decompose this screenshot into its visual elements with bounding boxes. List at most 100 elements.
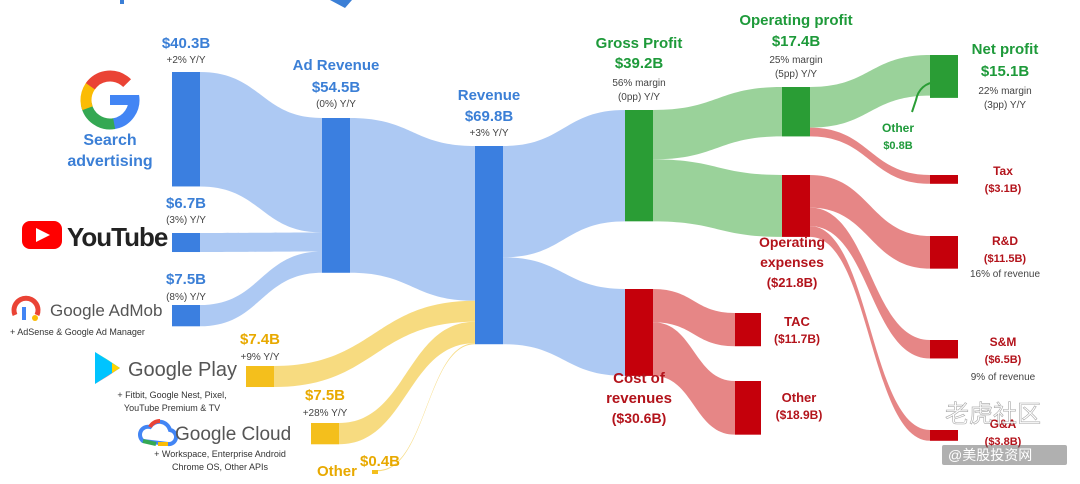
admob-wordmark: Google AdMob [50, 301, 162, 320]
cloud-icon [138, 419, 179, 447]
youtube-yoy-label: (3%) Y/Y [166, 215, 206, 226]
watermark-logo-icon [908, 398, 938, 428]
ad-revenue-value-label: $54.5B [312, 79, 361, 96]
other-income-connector [911, 81, 939, 113]
rnd-name-label: R&D [992, 234, 1018, 248]
net-profit-yoy-label: (3pp) Y/Y [984, 100, 1026, 111]
admob-sublabel: + AdSense & Google Ad Manager [10, 327, 145, 337]
flow-revenue-to-gross_profit [503, 110, 625, 258]
node-bar-cloud [311, 423, 339, 445]
net-profit-margin-label: 22% margin [978, 86, 1031, 97]
admob-icon [11, 295, 41, 321]
flow-gross_profit-to-operating_profit [653, 87, 782, 160]
watermark: 老虎社区 @美股投资网 [908, 398, 1067, 465]
tax-value-label: ($3.1B) [985, 183, 1022, 195]
operating-profit-value-label: $17.4B [772, 33, 821, 50]
youtube-value-label: $6.7B [166, 195, 206, 212]
cloud-value-label: $7.5B [305, 387, 345, 404]
node-bar-revenue [475, 146, 503, 345]
flow-ad_revenue-to-revenue [350, 118, 475, 301]
watermark-subtext: @美股投资网 [948, 447, 1032, 463]
operating-profit-name-label: Operating profit [739, 12, 852, 29]
flow-cost_of_revenues-to-other_cost [653, 322, 735, 435]
watermark-text: 老虎社区 [945, 401, 1041, 428]
node-bar-cost_of_revenues [625, 289, 653, 376]
node-bar-gross_profit [625, 110, 653, 222]
admob-yoy-label: (8%) Y/Y [166, 292, 206, 303]
snm-value-label: ($6.5B) [985, 354, 1022, 366]
cost-of-revenues-value-label: ($30.6B) [612, 410, 666, 426]
flow-revenue-to-cost_of_revenues [503, 257, 625, 376]
node-bar-youtube [172, 233, 200, 253]
youtube-logo: YouTube [22, 221, 169, 252]
node-bar-admob [172, 305, 200, 327]
play-sublabel-line2: YouTube Premium & TV [124, 403, 220, 413]
play-wordmark: Google Play [128, 359, 237, 381]
cost-of-revenues-label-line2: revenues [606, 390, 672, 407]
revenue-name-label: Revenue [458, 87, 521, 104]
other-revenue-value-label: $0.4B [360, 453, 400, 470]
snm-note-label: 9% of revenue [971, 372, 1036, 383]
flow-play-to-revenue [274, 300, 475, 388]
node-bar-search [172, 72, 200, 187]
rnd-value-label: ($11.5B) [984, 253, 1027, 265]
gna-value-label: ($3.8B) [985, 436, 1022, 448]
node-bar-other_income [930, 86, 958, 90]
cloud-yoy-label: +28% Y/Y [303, 408, 348, 419]
node-bar-other_cost [735, 381, 761, 435]
flow-cost_of_revenues-to-tac [653, 289, 735, 347]
flow-cloud-to-revenue [339, 321, 475, 445]
admob-logo: Google AdMob + AdSense & Google Ad Manag… [10, 295, 162, 337]
ad-revenue-name-label: Ad Revenue [293, 57, 380, 74]
youtube-wordmark: YouTube [67, 222, 168, 252]
node-bar-operating_expenses [782, 175, 810, 237]
google-play-logo: Google Play + Fitbit, Google Nest, Pixel… [95, 352, 237, 413]
revenue-yoy-label: +3% Y/Y [469, 128, 508, 139]
gna-name-label: G&A [990, 417, 1017, 431]
play-yoy-label: +9% Y/Y [240, 352, 279, 363]
node-bar-ad_revenue [322, 118, 350, 273]
flow-operating_expenses-to-snm [810, 207, 930, 359]
node-bar-tax [930, 175, 958, 184]
gross-profit-yoy-label: (0pp) Y/Y [618, 92, 660, 103]
other-income-name-label: Other [882, 121, 914, 135]
play-value-label: $7.4B [240, 331, 280, 348]
operating-expenses-value-label: ($21.8B) [767, 275, 818, 290]
gross-profit-value-label: $39.2B [615, 55, 664, 72]
node-bar-rnd [930, 236, 958, 269]
search-label-line2: advertising [67, 153, 152, 170]
flow-operating_profit-to-net_profit [810, 55, 930, 128]
ad-revenue-yoy-label: (0%) Y/Y [316, 99, 356, 110]
flow-admob-to-ad_revenue [200, 251, 322, 327]
other-cost-value-label: ($18.9B) [776, 408, 823, 422]
net-profit-name-label: Net profit [972, 41, 1039, 58]
admob-value-label: $7.5B [166, 271, 206, 288]
cropped-title-fragment [120, 0, 352, 8]
play-store-icon [95, 352, 120, 384]
node-bar-tac [735, 313, 761, 347]
tac-value-label: ($11.7B) [774, 332, 820, 346]
cloud-sublabel-line2: Chrome OS, Other APIs [172, 462, 269, 472]
node-bar-snm [930, 340, 958, 359]
revenue-value-label: $69.8B [465, 108, 514, 125]
cost-of-revenues-label-line1: Cost of [613, 370, 666, 387]
other-income-value-label: $0.8B [883, 140, 912, 152]
play-sublabel-line1: + Fitbit, Google Nest, Pixel, [117, 390, 226, 400]
flow-operating_profit-to-tax [810, 127, 930, 184]
other-revenue-name-label: Other [317, 463, 357, 479]
gross-profit-margin-label: 56% margin [612, 78, 665, 89]
search-value-label: $40.3B [162, 35, 211, 52]
cloud-wordmark: Google Cloud [175, 424, 291, 445]
operating-profit-margin-label: 25% margin [769, 55, 822, 66]
other-cost-name-label: Other [782, 390, 817, 405]
cloud-sublabel-line1: + Workspace, Enterprise Android [154, 449, 286, 459]
google-cloud-logo: Google Cloud + Workspace, Enterprise And… [138, 419, 291, 472]
net-profit-value-label: $15.1B [981, 63, 1030, 80]
node-bar-play [246, 366, 274, 388]
flow-search-to-ad_revenue [200, 72, 322, 233]
flow-operating_expenses-to-rnd [810, 175, 930, 269]
google-g-logo [80, 70, 140, 130]
operating-expenses-label-line1: Operating [759, 234, 825, 250]
